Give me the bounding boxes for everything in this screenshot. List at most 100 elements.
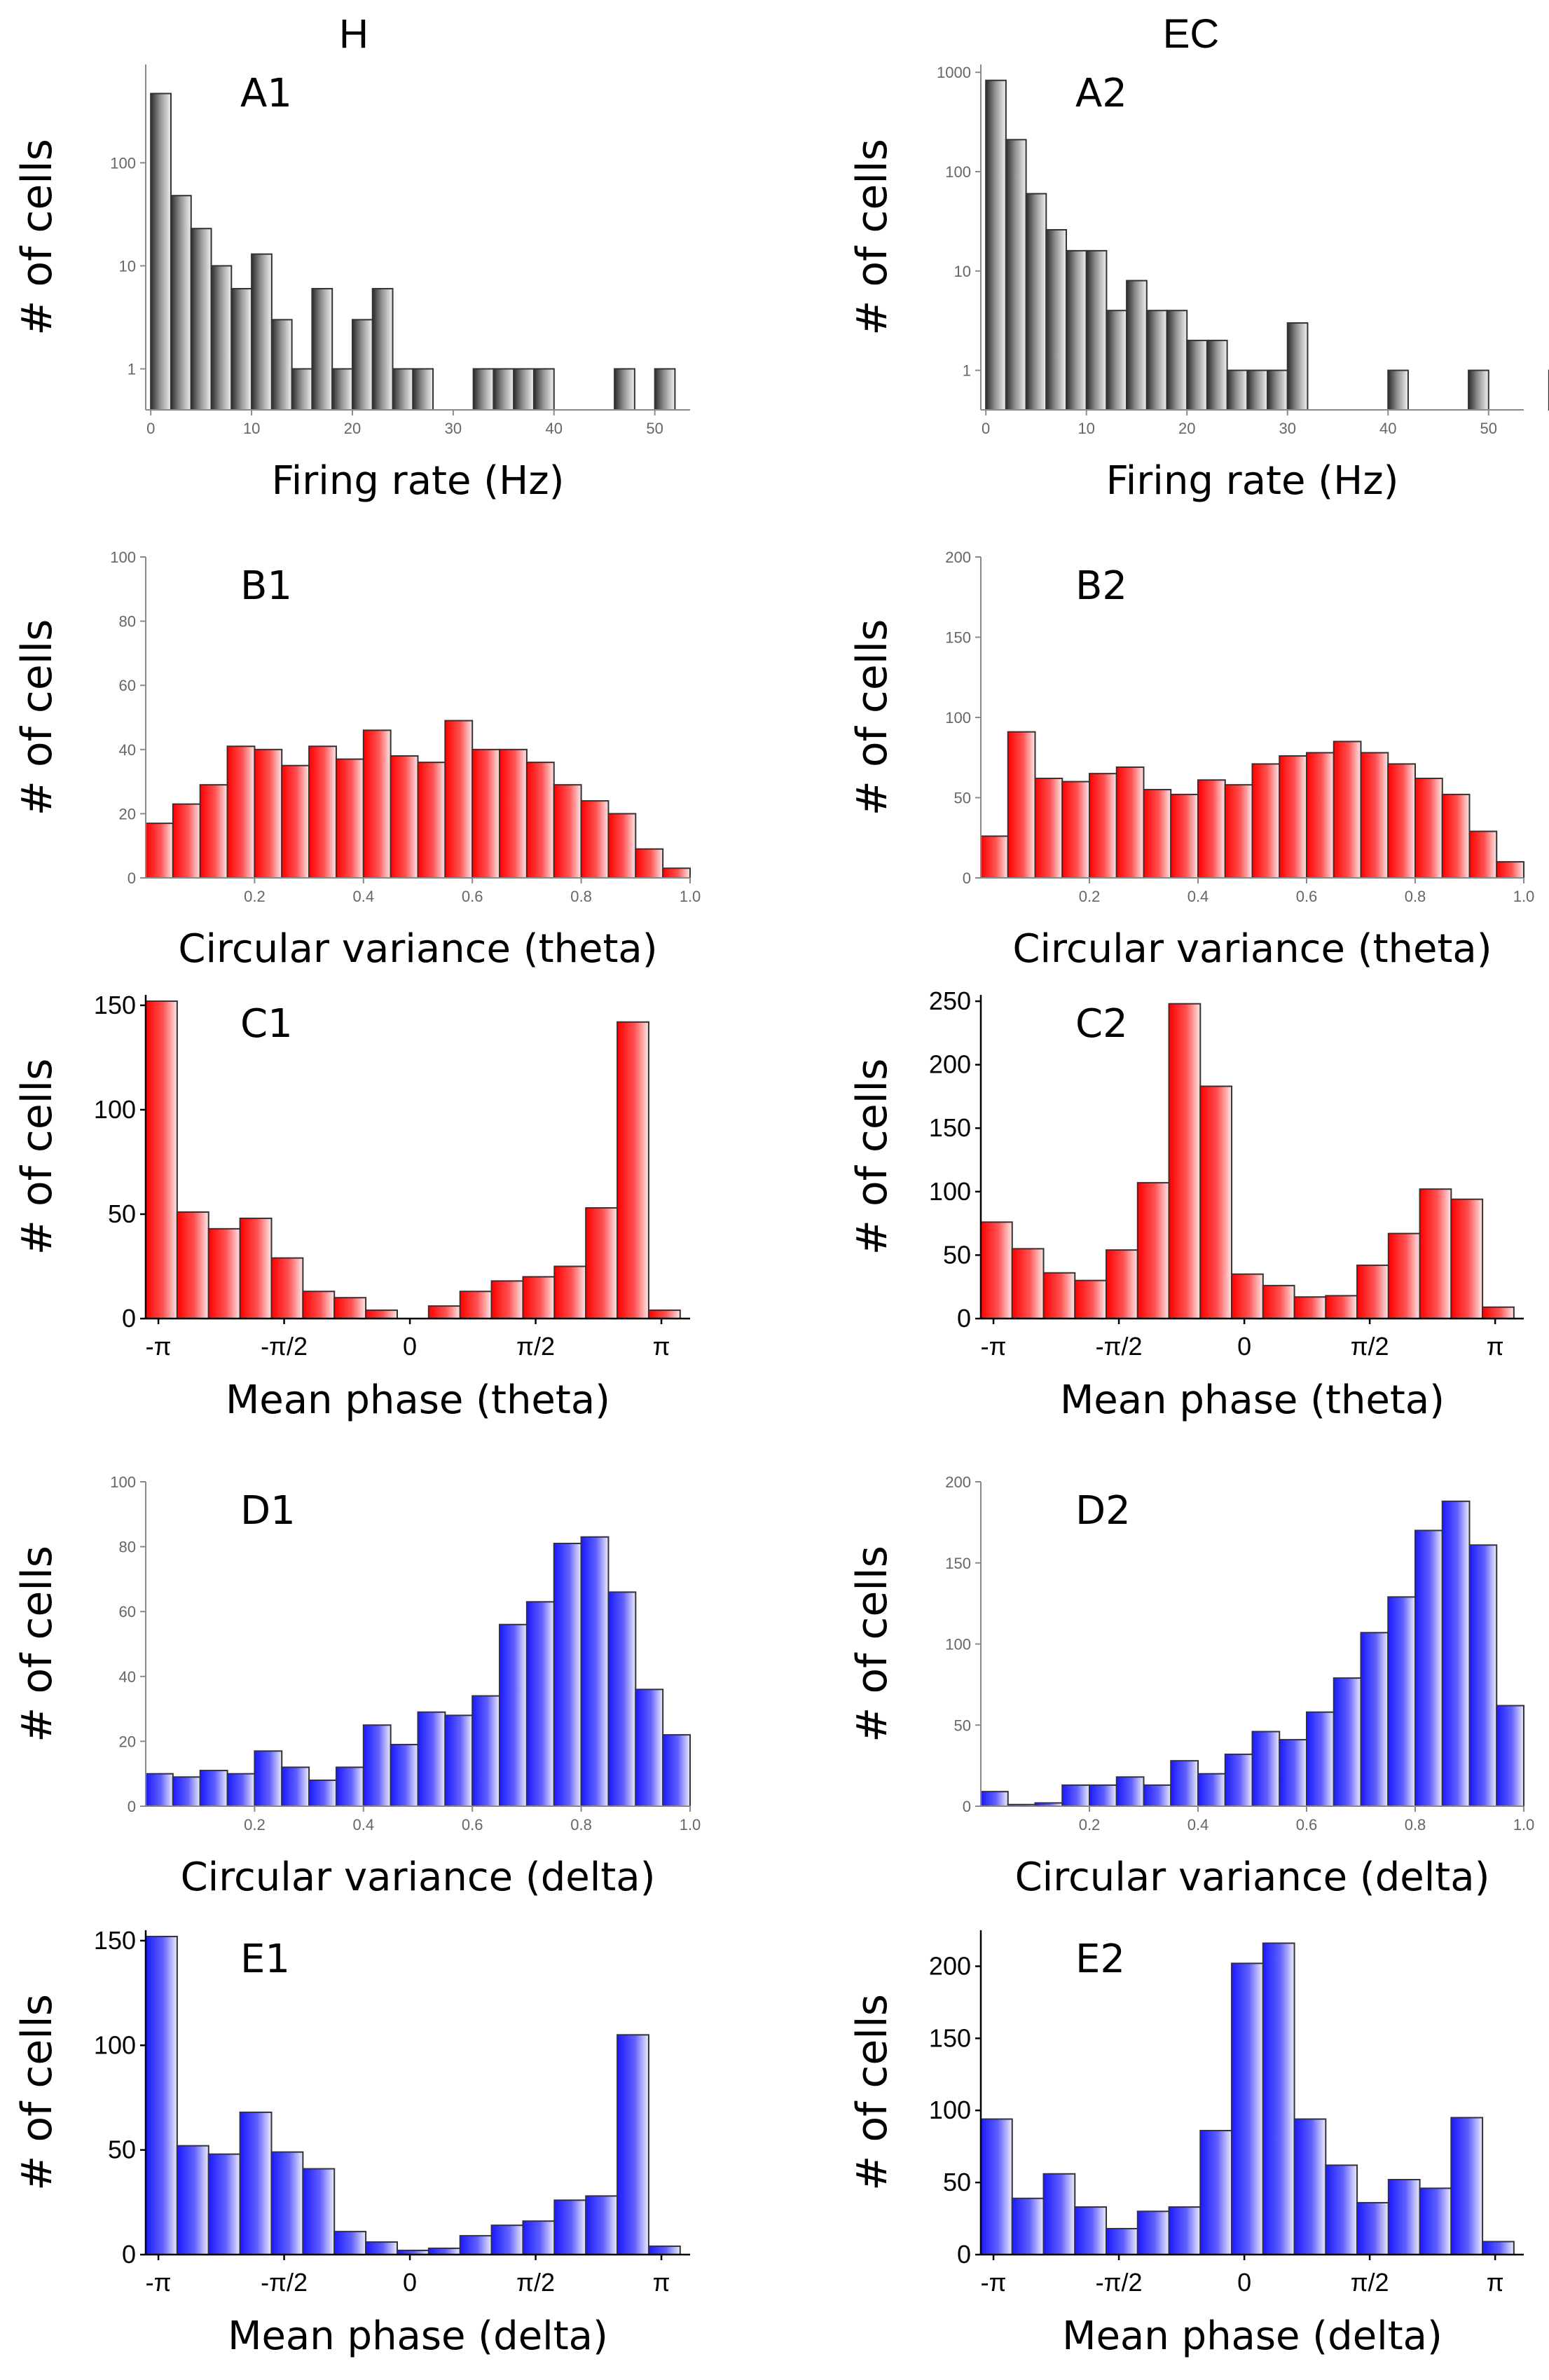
x-tick-label: 30 xyxy=(445,420,462,437)
bar-e2-7 xyxy=(1199,2130,1233,2255)
bar-a2-15 xyxy=(1286,322,1309,411)
x-axis-title: Mean phase (delta) xyxy=(228,2313,608,2359)
bar-d1-11 xyxy=(444,1714,474,1808)
bar-a1-17 xyxy=(493,368,515,411)
bar-d2-15 xyxy=(1387,1596,1416,1807)
bar-b1-9 xyxy=(390,755,419,879)
x-tick-label: 10 xyxy=(243,420,260,437)
x-tick-label: -π/2 xyxy=(261,2268,308,2297)
bar-a1-5 xyxy=(251,253,273,411)
y-axis-title: # of cells xyxy=(13,619,62,816)
y-tick-label: 50 xyxy=(943,2168,971,2196)
bar-b2-1 xyxy=(1007,731,1036,879)
x-tick-label: 0.6 xyxy=(1296,1816,1318,1834)
x-tick-label: 0.8 xyxy=(1405,888,1426,905)
bar-c2-9 xyxy=(1262,1284,1295,1320)
panel-label-c2: C2 xyxy=(1075,1001,1128,1047)
bar-b1-11 xyxy=(444,720,474,879)
bar-a2-8 xyxy=(1145,310,1168,411)
panel-label-e1: E1 xyxy=(240,1937,290,1982)
bar-c1-0 xyxy=(145,1000,178,1319)
panel-a2: 1 10 100 1000 0 10 20 30 40 50 A2 Firing rate (Hz) #… xyxy=(848,64,1549,504)
bar-a2-11 xyxy=(1206,339,1228,411)
bar-a1-11 xyxy=(371,288,394,411)
bar-c2-10 xyxy=(1293,1296,1327,1319)
y-tick-label: 150 xyxy=(945,1555,971,1572)
panel-label-a2: A2 xyxy=(1075,71,1127,116)
y-tick-label: 150 xyxy=(945,629,971,647)
bar-c1-11 xyxy=(490,1280,524,1319)
x-tick-label: 0.2 xyxy=(1079,888,1101,905)
x-tick-label: π/2 xyxy=(516,1332,555,1361)
bar-b1-6 xyxy=(308,745,337,879)
y-axis-title: # of cells xyxy=(848,1994,897,2191)
bar-b1-5 xyxy=(281,764,310,879)
bar-b2-5 xyxy=(1115,766,1145,879)
y-tick-label: 150 xyxy=(94,1926,136,1955)
y-tick-label: 1 xyxy=(128,360,136,378)
bar-e2-3 xyxy=(1074,2206,1108,2255)
bar-d2-14 xyxy=(1360,1632,1389,1807)
x-tick-label: 1.0 xyxy=(1513,1816,1535,1834)
bar-a1-2 xyxy=(190,228,212,411)
bar-b2-4 xyxy=(1089,773,1117,879)
bar-e2-2 xyxy=(1042,2173,1076,2255)
bar-a1-19 xyxy=(532,368,555,411)
bar-a2-0 xyxy=(985,79,1007,411)
x-tick-label: 40 xyxy=(1379,420,1396,437)
panel-label-b2: B2 xyxy=(1075,563,1127,609)
bar-d2-12 xyxy=(1306,1711,1335,1807)
panel-a1: 1 10 100 0 10 20 30 40 50 A1 Firing rate (Hz) # of … xyxy=(13,64,690,504)
x-tick-label: 0 xyxy=(1237,2268,1251,2297)
y-tick-label: 60 xyxy=(119,677,136,694)
bar-b2-12 xyxy=(1306,752,1335,879)
x-tick-label: 0.8 xyxy=(570,888,592,905)
bar-a1-6 xyxy=(270,319,293,411)
x-tick-label: 0.2 xyxy=(244,888,266,905)
bar-d1-12 xyxy=(471,1695,501,1808)
y-tick-label: 200 xyxy=(929,1951,971,1980)
y-tick-label: 100 xyxy=(929,1177,971,1206)
bar-d2-5 xyxy=(1115,1776,1145,1808)
bar-d1-6 xyxy=(308,1779,337,1807)
bar-c1-14 xyxy=(585,1207,619,1319)
bar-d2-18 xyxy=(1468,1544,1498,1807)
bar-e2-13 xyxy=(1387,2178,1421,2256)
bar-e1-14 xyxy=(585,2195,619,2256)
x-axis-title: Circular variance (theta) xyxy=(178,926,657,972)
x-tick-label: 40 xyxy=(546,420,563,437)
panel-c1: 0 50 100 150 -π -π/2 0 π/2 π C1 Mean phase (theta)… xyxy=(13,991,690,1423)
bar-d2-11 xyxy=(1279,1739,1307,1807)
bar-c1-7 xyxy=(365,1309,398,1319)
panel-e2: 0 50 100 150 200 -π -π/2 0 π/2 π E2 Mean phase (del… xyxy=(848,1930,1524,2359)
bar-b2-3 xyxy=(1061,780,1090,879)
bar-b1-16 xyxy=(580,800,610,879)
bar-e2-8 xyxy=(1231,1962,1264,2255)
bar-b2-9 xyxy=(1224,784,1253,879)
y-tick-label: 80 xyxy=(119,613,136,631)
bar-d1-17 xyxy=(607,1591,637,1807)
x-tick-label: -π/2 xyxy=(1096,1332,1143,1361)
bar-c2-16 xyxy=(1482,1306,1515,1319)
y-tick-label: 1000 xyxy=(937,64,971,81)
bar-b2-14 xyxy=(1360,752,1389,879)
bar-b1-1 xyxy=(172,803,201,879)
y-tick-label: 20 xyxy=(119,805,136,823)
x-tick-label: 0.6 xyxy=(462,888,483,905)
bar-d2-7 xyxy=(1170,1760,1199,1807)
bar-c2-11 xyxy=(1325,1295,1358,1319)
bar-a1-18 xyxy=(513,368,535,411)
bar-d2-8 xyxy=(1197,1773,1226,1807)
y-tick-label: 150 xyxy=(929,2023,971,2052)
bar-c1-9 xyxy=(427,1305,461,1319)
y-tick-label: 40 xyxy=(119,741,136,759)
x-tick-label: 0 xyxy=(982,420,990,437)
bar-d1-13 xyxy=(499,1623,528,1807)
panel-c2: 0 50 100 150 200 250 -π -π/2 0 π/2 π C2 Mean phase (… xyxy=(848,986,1524,1423)
bar-b1-2 xyxy=(199,784,228,879)
bar-b2-15 xyxy=(1387,763,1416,879)
bar-d1-14 xyxy=(525,1601,555,1808)
bar-b2-6 xyxy=(1143,789,1172,879)
x-tick-label: π/2 xyxy=(1351,1332,1389,1361)
bar-c1-2 xyxy=(207,1227,241,1320)
